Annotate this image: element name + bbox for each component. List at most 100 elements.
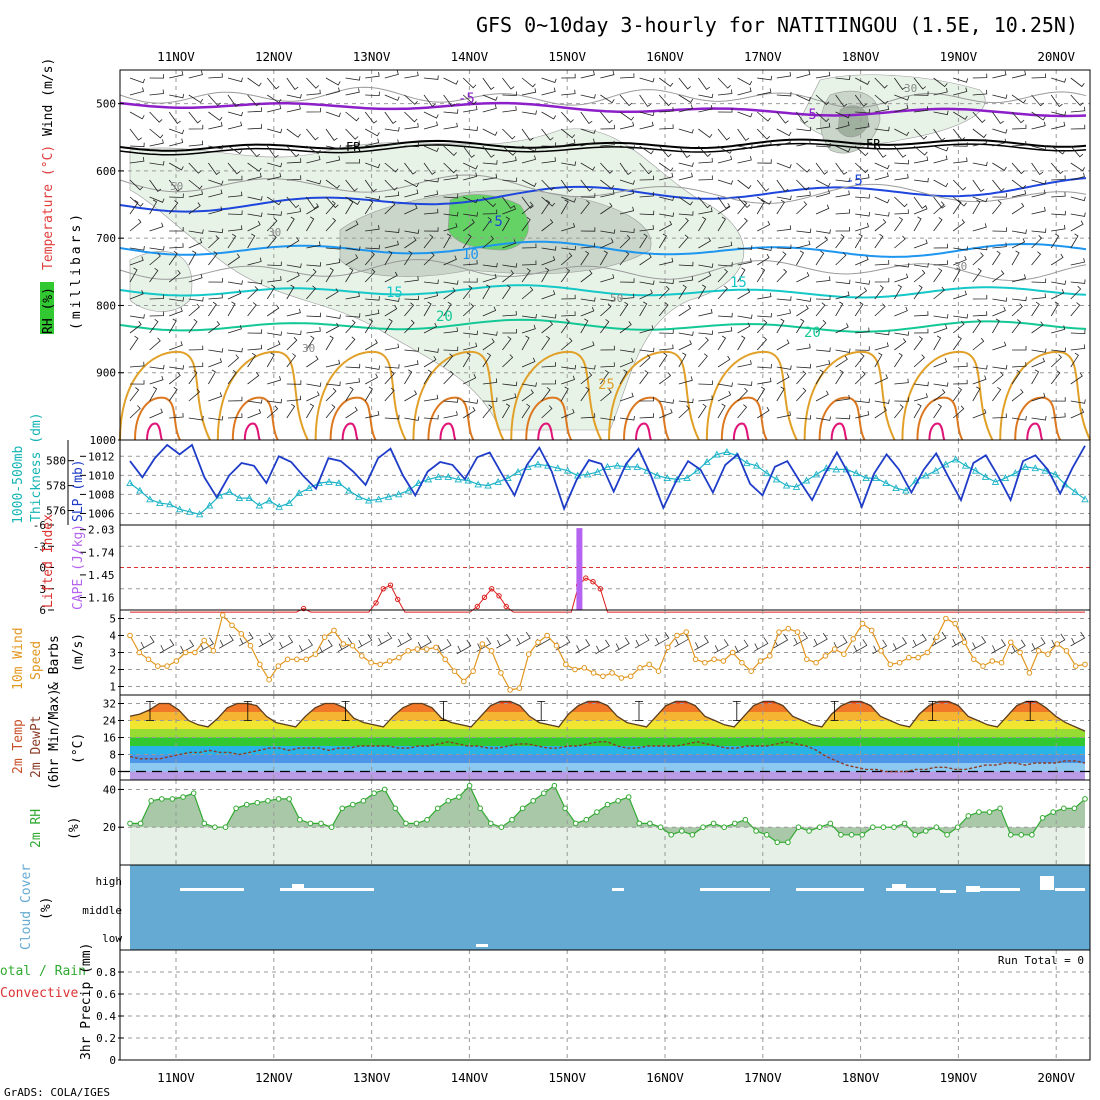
wind-barb — [502, 77, 515, 90]
wind-barb — [286, 216, 295, 232]
wind-barb — [462, 94, 477, 105]
wind-barb — [462, 303, 474, 317]
wind-barb — [580, 318, 589, 334]
rh2m-point — [297, 816, 303, 823]
wind10m-point — [182, 649, 189, 656]
wind-barb — [874, 126, 890, 132]
rh2m-point — [413, 820, 420, 827]
wind-barb — [815, 276, 831, 283]
wind10m-point — [525, 651, 532, 658]
wind-barb — [423, 301, 432, 317]
wind-barb — [521, 389, 534, 402]
wind-barb — [560, 111, 574, 123]
wind-barb — [992, 364, 1008, 370]
wind-barb — [227, 301, 236, 317]
wind-barb — [796, 126, 812, 132]
wind-barb — [247, 233, 256, 249]
wind10m-barb — [278, 635, 294, 651]
wind-barb — [776, 138, 791, 147]
bl-loop-inner-2 — [329, 396, 377, 441]
wind-barb — [972, 245, 988, 251]
wind-barb — [913, 269, 926, 283]
wind-barb — [658, 145, 672, 158]
wind-barb — [913, 91, 929, 96]
wind10m-point — [247, 642, 254, 649]
wind-barb — [423, 94, 436, 107]
wind10m-point — [980, 663, 986, 669]
wind-barb — [325, 196, 339, 209]
wind-barb — [952, 386, 963, 402]
wind-barb — [1011, 388, 1024, 402]
wind-barb — [266, 284, 276, 300]
wind10m-barb — [377, 631, 393, 647]
wind-barb — [129, 111, 145, 120]
wind-barb — [737, 156, 752, 164]
thickness-point — [563, 466, 572, 474]
wind10m-barb — [793, 631, 808, 647]
wind-barb — [463, 126, 478, 131]
wind-barb — [796, 70, 811, 79]
isotherm-10 — [119, 240, 1087, 258]
rh2m-point — [1061, 805, 1067, 812]
contour-label-25: 25 — [598, 377, 615, 393]
temperature-grid — [120, 695, 1090, 780]
wind-barb — [521, 403, 531, 419]
rh2m-point — [434, 805, 441, 812]
wind-barb — [972, 311, 988, 317]
wind-barb — [1051, 210, 1066, 216]
wind-barb — [267, 398, 282, 404]
thickness-point — [166, 500, 174, 508]
thickness-point — [295, 489, 303, 497]
temp-band-12 — [130, 737, 1085, 746]
wind-barb — [737, 217, 748, 232]
wind-barb — [404, 189, 419, 198]
wind-barb — [737, 77, 753, 86]
wind-barb — [1031, 251, 1042, 266]
wind-barb — [855, 108, 870, 114]
bl-loop-inner-1 — [231, 396, 279, 441]
wind-barb — [423, 322, 438, 334]
thickness-point — [185, 507, 194, 515]
wind-barb — [423, 145, 439, 153]
wind-barb — [169, 70, 184, 79]
wind-barb — [404, 204, 418, 215]
wind-barb — [639, 370, 649, 385]
wind-barb — [854, 353, 865, 368]
wind-barb — [992, 270, 1005, 283]
wind-barb — [913, 177, 929, 183]
wind-barb — [129, 321, 142, 334]
wind-barb — [267, 340, 281, 351]
wind-barb — [169, 227, 184, 232]
wind-barb — [894, 145, 907, 158]
wind-barb — [384, 271, 398, 283]
wind-barb — [384, 162, 399, 173]
wind10m-barb — [397, 632, 412, 648]
wind-barb — [306, 403, 315, 419]
wind-barb — [619, 278, 635, 283]
wind-barb — [854, 301, 864, 317]
wind-barb — [502, 205, 517, 215]
thickness-point — [832, 465, 841, 473]
wind-barb — [776, 318, 785, 334]
lifted-index-point — [300, 605, 307, 612]
wind-barb — [365, 195, 381, 201]
temp-band-8 — [130, 746, 1085, 755]
wind-barb — [365, 410, 380, 419]
wind-barb — [796, 297, 812, 302]
wind10m-point — [600, 673, 606, 680]
wind-barb — [286, 196, 300, 209]
wind-barb — [855, 173, 870, 181]
wind-barb — [992, 70, 1007, 79]
wind-barb — [815, 236, 828, 249]
rh2m-point — [933, 824, 940, 831]
wind-barb — [580, 365, 596, 370]
cloud-gap-15 — [1055, 888, 1085, 891]
thickness-point — [762, 469, 771, 477]
thickness-point — [444, 472, 453, 480]
wind10m-point — [748, 668, 755, 675]
bl-loop-outer-6 — [705, 350, 798, 441]
wind-barb — [1011, 274, 1026, 283]
wind-barb — [1070, 285, 1082, 300]
wind-barb — [757, 377, 772, 385]
wind-barb — [737, 258, 752, 266]
